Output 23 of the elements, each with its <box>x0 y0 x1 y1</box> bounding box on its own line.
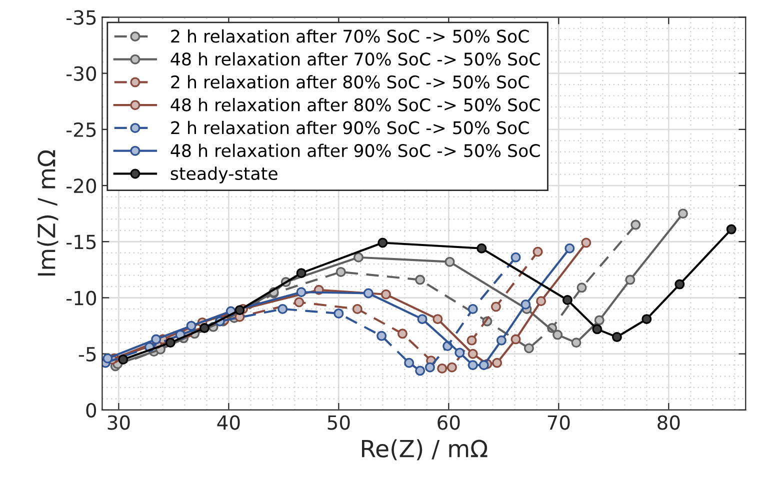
x-tick-label: 50 <box>328 415 350 430</box>
legend-label: 2 h relaxation after 70% SoC -> 50% SoC <box>171 29 529 43</box>
legend-label: 2 h relaxation after 90% SoC -> 50% SoC <box>171 120 529 134</box>
legend-label: 48 h relaxation after 70% SoC -> 50% SoC <box>170 52 540 66</box>
x-tick-label: 30 <box>108 415 130 430</box>
y-tick-label: -20 <box>66 178 96 194</box>
legend-label: 48 h relaxation after 90% SoC -> 50% SoC <box>170 144 540 158</box>
y-tick-label: -15 <box>66 234 96 250</box>
x-tick-label: 60 <box>438 415 460 430</box>
x-tick-label: 80 <box>658 415 680 430</box>
x-tick-label: 40 <box>217 415 240 430</box>
y-tick-label: 0 <box>86 402 96 418</box>
legend-label: steady-state <box>170 166 278 184</box>
x-tick-label: 70 <box>548 415 570 430</box>
y-tick-label: -35 <box>66 10 96 25</box>
y-tick-label: -10 <box>66 290 96 306</box>
y-tick-label: -25 <box>66 122 96 138</box>
legend-label: 2 h relaxation after 80% SoC -> 50% SoC <box>171 75 529 89</box>
legend-label: 48 h relaxation after 80% SoC -> 50% SoC <box>170 98 540 112</box>
y-axis-title: Im(Z) / mΩ <box>37 150 58 276</box>
y-tick-label: -5 <box>78 347 96 362</box>
y-tick-label: -30 <box>66 66 96 81</box>
x-axis-title: Re(Z) / mΩ <box>362 439 488 460</box>
